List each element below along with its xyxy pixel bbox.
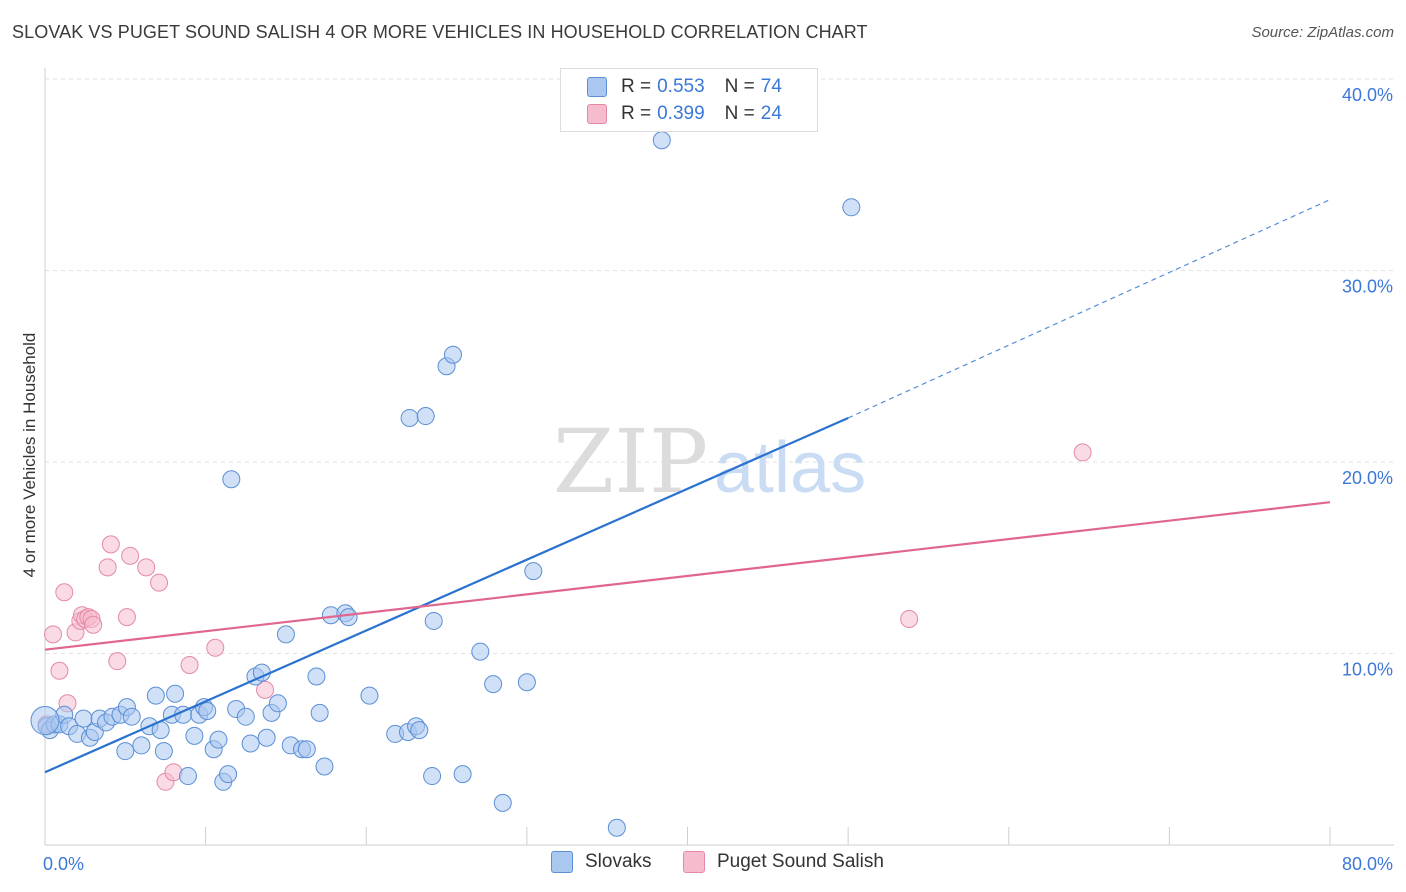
data-point-slovaks [241, 734, 260, 753]
watermark-zip: ZIP [553, 410, 708, 513]
y-tick-label: 20.0% [1342, 468, 1393, 488]
data-point-slovaks [652, 131, 671, 150]
bottom-legend-slovaks[interactable]: Slovaks [551, 851, 652, 873]
data-point-slovaks [209, 730, 228, 749]
data-point-slovaks [517, 673, 536, 692]
data-point-slovaks [424, 611, 443, 630]
data-point-slovaks [484, 675, 503, 694]
data-point-slovaks [30, 706, 60, 736]
data-point-slovaks [236, 707, 255, 726]
data-point-puget [121, 546, 140, 565]
bottom-legend-label: Slovaks [585, 851, 652, 872]
y-tick-label: 30.0% [1342, 277, 1393, 297]
data-point-slovaks [607, 818, 626, 837]
data-point-slovaks [219, 765, 238, 784]
data-point-slovaks [122, 707, 141, 726]
data-point-puget [256, 680, 275, 699]
data-point-slovaks [360, 686, 379, 705]
data-point-puget [137, 558, 156, 577]
trend-line-slovaks-extension [847, 199, 1331, 419]
data-point-puget [55, 583, 74, 602]
data-point-slovaks [297, 740, 316, 759]
data-point-slovaks [453, 765, 472, 784]
x-tick-label: 0.0% [43, 854, 84, 874]
bottom-legend-label: Puget Sound Salish [717, 851, 884, 872]
legend-n-label: N = [724, 103, 755, 124]
watermark-atlas: atlas [714, 428, 866, 508]
data-point-puget [44, 625, 63, 644]
data-point-slovaks [842, 198, 861, 217]
data-point-puget [98, 558, 117, 577]
data-point-slovaks [146, 686, 165, 705]
bottom-legend: Slovaks Puget Sound Salish [0, 851, 1406, 879]
source-label: Source: ZipAtlas.com [1251, 24, 1394, 41]
legend-row-slovaks: R = 0.553 N = 74 [587, 75, 782, 99]
data-point-slovaks [268, 694, 287, 713]
data-point-slovaks [198, 701, 217, 720]
legend-swatch-blue [587, 77, 607, 97]
data-point-puget [117, 608, 136, 627]
legend-swatch-blue [551, 851, 573, 873]
data-point-puget [206, 638, 225, 657]
data-point-slovaks [410, 721, 429, 740]
data-point-slovaks [276, 625, 295, 644]
trend-line-slovaks [44, 416, 849, 774]
data-point-slovaks [471, 642, 490, 661]
legend-r-value: 0.553 [657, 76, 705, 97]
y-tick-label: 10.0% [1342, 660, 1393, 680]
data-point-slovaks [257, 728, 276, 747]
gridlines [45, 78, 1394, 654]
data-point-puget [84, 615, 103, 634]
data-point-slovaks [423, 767, 442, 786]
data-point-slovaks [307, 667, 326, 686]
data-point-slovaks [222, 470, 241, 489]
data-point-slovaks [132, 736, 151, 755]
legend-n-value: 74 [760, 76, 782, 97]
tick-labels: 10.0% 20.0% 30.0% 40.0% 0.0% 80.0% [43, 85, 1393, 874]
y-tick-label: 40.0% [1342, 85, 1393, 105]
data-point-slovaks [185, 726, 204, 745]
legend-swatch-pink [587, 104, 607, 124]
data-point-puget [1073, 443, 1092, 462]
chart-title: SLOVAK VS PUGET SOUND SALISH 4 OR MORE V… [12, 22, 868, 42]
legend-swatch-pink [683, 851, 705, 873]
legend: R = 0.553 N = 74 R = 0.399 N = 24 [560, 68, 818, 132]
data-point-puget [900, 610, 919, 629]
data-point-slovaks [178, 767, 197, 786]
legend-r-label: R = [621, 76, 652, 97]
data-point-puget [150, 573, 169, 592]
data-point-puget [101, 535, 120, 554]
x-tick-label: 80.0% [1342, 854, 1393, 874]
watermark: ZIP atlas [553, 410, 866, 513]
data-point-slovaks [154, 742, 173, 761]
data-point-puget [50, 661, 69, 680]
data-point-slovaks [310, 703, 329, 722]
data-point-slovaks [315, 757, 334, 776]
legend-row-puget: R = 0.399 N = 24 [587, 102, 782, 126]
trend-lines [44, 199, 1331, 774]
data-point-slovaks [524, 562, 543, 581]
trend-line-puget [44, 501, 1331, 651]
data-point-slovaks [74, 709, 93, 728]
data-point-slovaks [166, 684, 185, 703]
data-point-puget [180, 655, 199, 674]
data-point-puget [108, 652, 127, 671]
legend-r-value: 0.399 [657, 103, 705, 124]
legend-n-label: N = [724, 76, 755, 97]
data-point-slovaks [493, 793, 512, 812]
legend-r-label: R = [621, 103, 652, 124]
data-point-slovaks [416, 407, 435, 426]
legend-n-value: 24 [760, 103, 782, 124]
data-point-slovaks [400, 408, 419, 427]
data-point-slovaks [443, 345, 462, 364]
bottom-legend-puget[interactable]: Puget Sound Salish [683, 851, 884, 873]
data-point-slovaks [339, 608, 358, 627]
data-point-slovaks [116, 742, 135, 761]
